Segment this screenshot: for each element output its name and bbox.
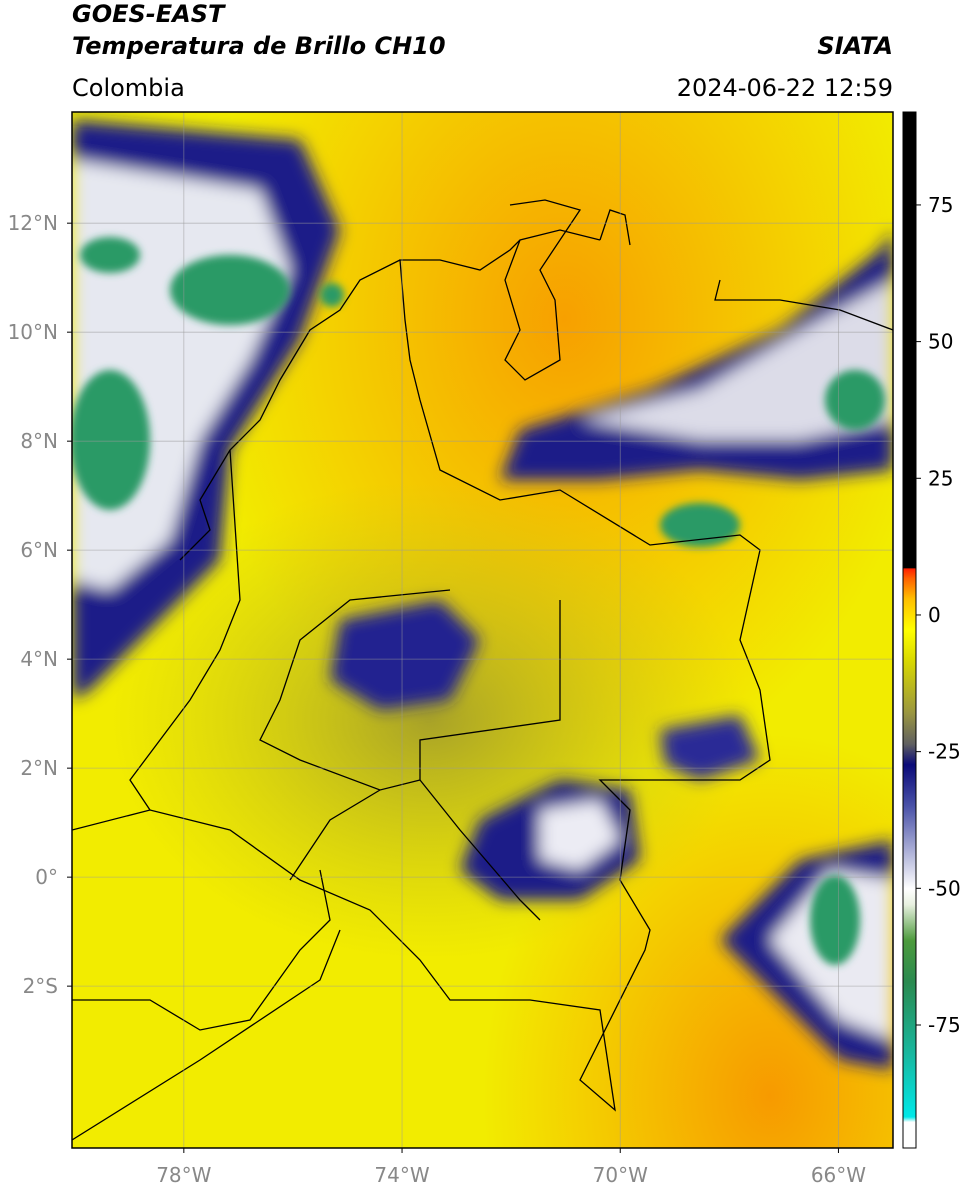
borders: [72, 199, 893, 1141]
satellite-image: [72, 112, 893, 1148]
grid: [72, 112, 893, 1148]
x-tick-label: 78°W: [156, 1163, 211, 1187]
colorbar-tick-label: -75: [928, 1013, 961, 1037]
timestamp: 2024-06-22 12:59: [677, 74, 893, 102]
y-tick-label: 6°N: [20, 538, 58, 562]
y-tick-label: 10°N: [8, 320, 58, 344]
colorbar-tick-label: 0: [928, 603, 941, 627]
y-tick-label: 4°N: [20, 647, 58, 671]
y-tick-label: 12°N: [8, 211, 58, 235]
subtitle: Temperatura de Brillo CH10: [72, 32, 446, 60]
y-tick-label: 8°N: [20, 429, 58, 453]
colorbar: [902, 111, 917, 1149]
x-tick-label: 66°W: [811, 1163, 866, 1187]
title: GOES-EAST: [72, 0, 226, 28]
region: Colombia: [72, 74, 185, 102]
x-tick-label: 74°W: [374, 1163, 429, 1187]
y-tick-label: 2°N: [20, 756, 58, 780]
x-tick-label: 70°W: [593, 1163, 648, 1187]
y-tick-label: 2°S: [23, 974, 58, 998]
y-tick-label: 0°: [35, 865, 58, 889]
map-frame: [71, 111, 894, 1149]
colorbar-tick-label: 50: [928, 330, 953, 354]
colorbar-tick-label: -50: [928, 876, 961, 900]
colorbar-tick-label: -25: [928, 740, 961, 764]
colorbar-tick-label: 25: [928, 466, 953, 490]
source: SIATA: [817, 32, 893, 60]
colorbar-tick-label: 75: [928, 193, 953, 217]
